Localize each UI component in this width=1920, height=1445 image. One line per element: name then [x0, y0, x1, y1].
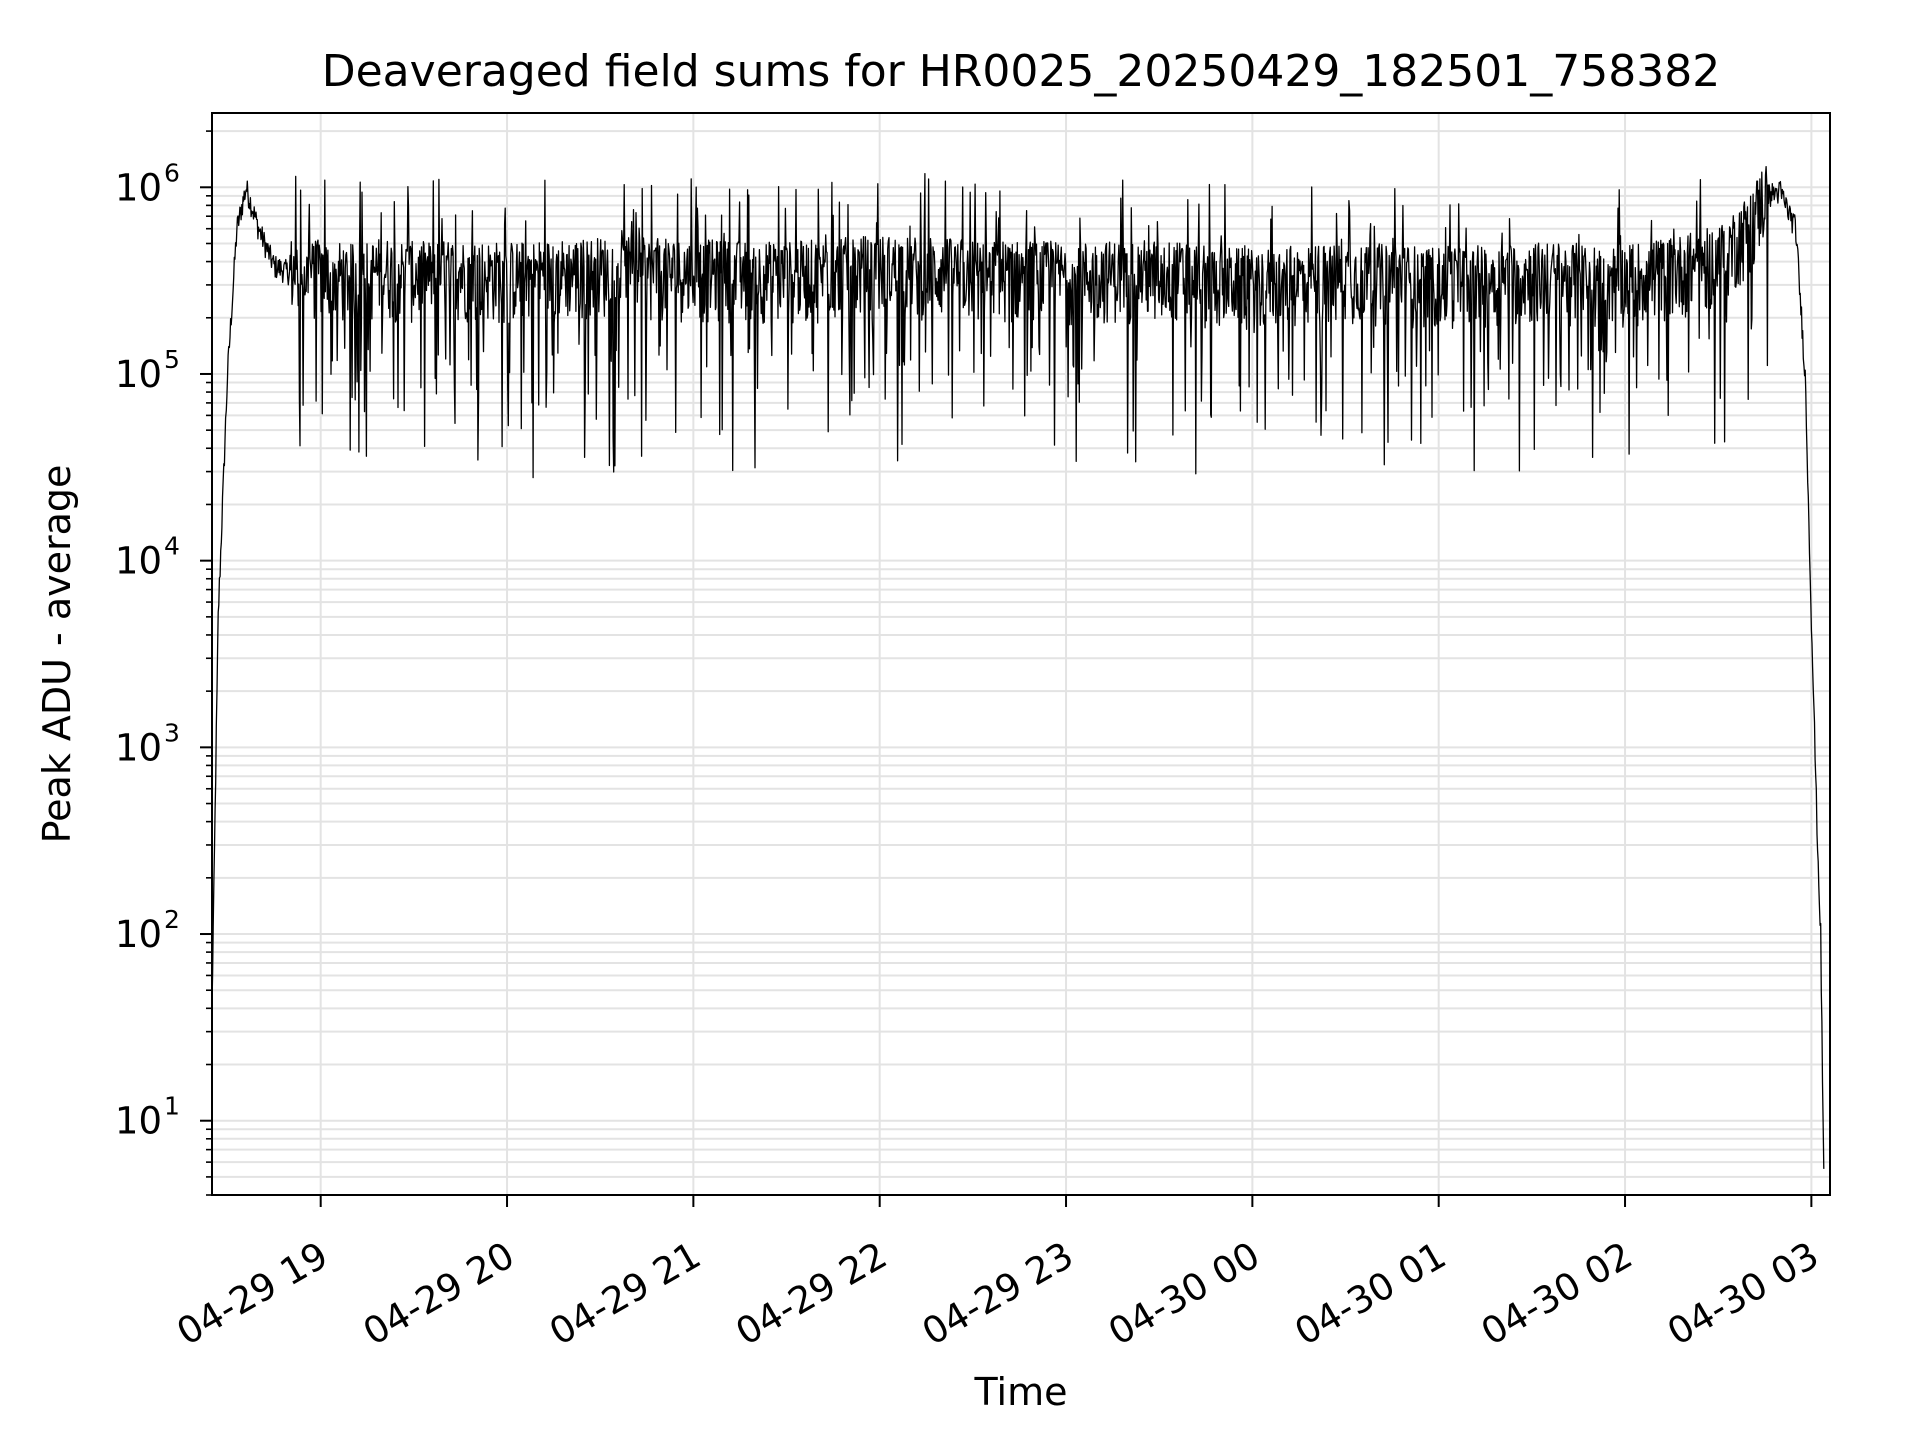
y-tick-label: 10 — [115, 726, 162, 769]
y-tick-exponent: 3 — [164, 718, 180, 747]
y-tick-label: 10 — [115, 913, 162, 956]
y-tick-label: 10 — [115, 353, 162, 396]
chart-title: Deaveraged field sums for HR0025_2025042… — [322, 46, 1721, 97]
series-line — [211, 165, 1825, 1169]
y-tick-exponent: 6 — [164, 158, 180, 187]
series-layer — [211, 165, 1825, 1169]
y-tick-label: 10 — [115, 540, 162, 583]
y-tick-exponent: 2 — [164, 905, 180, 934]
y-tick-exponent: 4 — [164, 532, 180, 561]
y-axis-label: Peak ADU - average — [35, 465, 79, 844]
plot-frame — [211, 112, 1831, 1196]
y-tick-label: 10 — [115, 166, 162, 209]
x-axis-label: Time — [974, 1370, 1068, 1414]
y-tick-exponent: 1 — [164, 1092, 180, 1121]
y-tick-exponent: 5 — [164, 345, 180, 374]
y-tick-label: 10 — [115, 1100, 162, 1143]
